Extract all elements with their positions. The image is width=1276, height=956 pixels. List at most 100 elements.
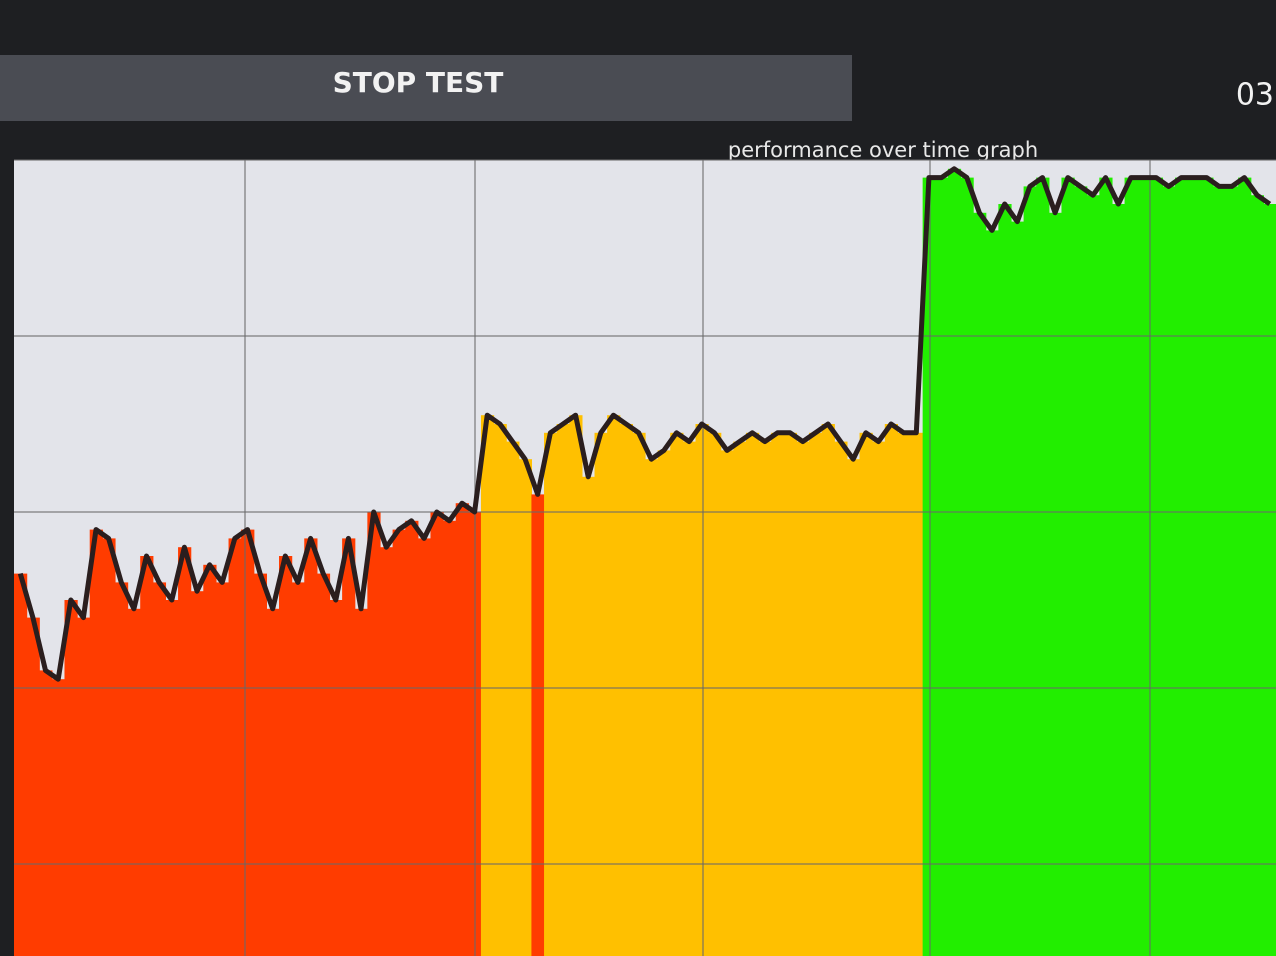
bar: [102, 538, 116, 956]
bar: [645, 459, 659, 956]
bar: [1225, 186, 1239, 956]
bar: [190, 591, 204, 956]
bar: [910, 432, 924, 956]
bar: [165, 600, 179, 956]
bar: [39, 670, 53, 956]
bar: [1086, 195, 1100, 956]
bar: [1162, 186, 1176, 956]
bar: [1099, 177, 1113, 956]
bar: [392, 529, 406, 956]
bar: [405, 520, 419, 956]
bar: [607, 415, 621, 956]
bar: [556, 424, 570, 956]
bar: [430, 512, 444, 956]
bar: [733, 441, 747, 956]
bar: [114, 582, 129, 956]
bar: [367, 512, 381, 956]
bar: [1124, 177, 1138, 956]
bar: [859, 432, 873, 956]
bar: [998, 204, 1012, 956]
bar: [228, 538, 242, 956]
bar: [695, 424, 709, 956]
bar: [493, 424, 507, 956]
bar: [480, 415, 495, 956]
chart-title: performance over time graph: [728, 138, 1038, 162]
bar: [291, 582, 305, 956]
bar: [872, 441, 886, 956]
bar: [51, 679, 66, 956]
bar: [1074, 186, 1088, 956]
bar: [745, 432, 760, 956]
bar: [304, 538, 318, 956]
bar: [241, 529, 255, 956]
bar: [1111, 204, 1126, 956]
bar: [215, 582, 230, 956]
bar: [506, 441, 520, 956]
bar: [670, 432, 684, 956]
bar: [329, 600, 343, 956]
bar: [783, 432, 798, 956]
bar: [821, 424, 835, 956]
bar: [1137, 177, 1151, 956]
bar: [834, 441, 848, 956]
bar: [619, 424, 633, 956]
bar: [1010, 221, 1025, 956]
bar: [518, 459, 533, 956]
bar: [152, 582, 167, 956]
bar: [809, 432, 823, 956]
bar: [203, 564, 217, 956]
bar: [985, 230, 999, 956]
bar: [531, 494, 545, 956]
bar: [316, 573, 331, 956]
timer: 03: [1236, 78, 1274, 113]
bar: [897, 432, 911, 956]
bar: [1175, 177, 1189, 956]
bar: [455, 503, 469, 956]
bar: [947, 168, 962, 956]
bar: [1023, 186, 1037, 956]
bar: [544, 432, 558, 956]
bar: [354, 608, 368, 956]
bar: [253, 573, 267, 956]
bar: [1061, 177, 1075, 956]
bar: [140, 556, 154, 956]
bar: [973, 212, 987, 956]
bar: [379, 547, 394, 956]
bar: [417, 538, 432, 956]
bar: [1036, 177, 1050, 956]
bar: [960, 177, 974, 956]
bar: [64, 600, 78, 956]
bar: [1187, 177, 1201, 956]
bar: [77, 617, 91, 956]
bar: [127, 608, 141, 956]
bar: [342, 538, 356, 956]
bar: [1250, 195, 1264, 956]
bar: [279, 556, 293, 956]
stop-button[interactable]: [0, 55, 852, 121]
performance-line: [17, 166, 1272, 682]
bar: [935, 177, 949, 956]
bar: [443, 520, 457, 956]
bar: [569, 415, 583, 956]
bar: [594, 432, 608, 956]
bar: [846, 459, 861, 956]
bar: [581, 476, 596, 956]
bar: [89, 529, 103, 956]
bar: [796, 441, 810, 956]
button-label: STOP TEST: [333, 66, 504, 99]
bar: [1149, 177, 1164, 956]
bar: [884, 424, 898, 956]
bar: [682, 441, 697, 956]
bar: [26, 617, 40, 956]
bar: [1048, 212, 1063, 956]
bar: [708, 432, 722, 956]
bar: [771, 432, 785, 956]
bar: [1238, 177, 1252, 956]
bar: [1263, 204, 1276, 956]
bar: [758, 441, 772, 956]
bar: [266, 608, 280, 956]
bar: [1200, 177, 1214, 956]
bar: [720, 450, 734, 956]
